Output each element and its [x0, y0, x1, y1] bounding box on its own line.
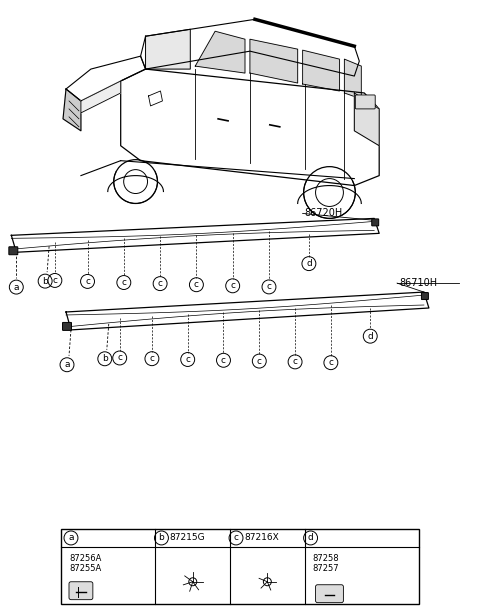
FancyBboxPatch shape	[69, 582, 93, 600]
Text: c: c	[52, 276, 58, 285]
FancyBboxPatch shape	[372, 219, 379, 226]
Text: c: c	[194, 280, 199, 289]
Text: b: b	[42, 277, 48, 285]
Text: d: d	[306, 259, 312, 268]
FancyBboxPatch shape	[9, 247, 18, 255]
Text: c: c	[234, 533, 239, 542]
Text: 87258: 87258	[312, 554, 339, 563]
Text: 86720H: 86720H	[305, 208, 343, 218]
FancyBboxPatch shape	[62, 322, 72, 330]
Text: c: c	[185, 355, 190, 364]
Polygon shape	[344, 59, 361, 99]
Text: a: a	[64, 360, 70, 369]
Text: 87256A: 87256A	[69, 554, 101, 563]
Text: c: c	[85, 277, 90, 286]
Text: 86710H: 86710H	[399, 278, 437, 288]
FancyBboxPatch shape	[355, 95, 375, 109]
Text: d: d	[367, 331, 373, 341]
Polygon shape	[250, 39, 298, 83]
FancyBboxPatch shape	[421, 293, 429, 300]
FancyBboxPatch shape	[315, 585, 343, 603]
Text: c: c	[328, 358, 334, 367]
Polygon shape	[302, 50, 339, 91]
Polygon shape	[12, 218, 379, 252]
Polygon shape	[354, 93, 379, 146]
Polygon shape	[66, 292, 429, 330]
Polygon shape	[81, 81, 120, 113]
Text: c: c	[293, 357, 298, 367]
Polygon shape	[63, 89, 81, 131]
Text: 87255A: 87255A	[69, 565, 101, 573]
Text: c: c	[149, 354, 155, 363]
Text: b: b	[102, 354, 108, 363]
Text: a: a	[68, 533, 74, 542]
Polygon shape	[120, 69, 379, 186]
Text: c: c	[266, 282, 272, 292]
Text: c: c	[121, 278, 126, 287]
Text: 87257: 87257	[312, 565, 339, 573]
FancyBboxPatch shape	[61, 529, 419, 604]
Polygon shape	[66, 56, 145, 101]
Text: c: c	[257, 357, 262, 365]
Text: b: b	[158, 533, 164, 542]
Text: 87216X: 87216X	[244, 533, 279, 542]
Polygon shape	[145, 30, 190, 69]
Polygon shape	[195, 31, 245, 73]
Text: d: d	[308, 533, 313, 542]
Text: c: c	[221, 356, 226, 365]
Text: c: c	[230, 281, 235, 290]
Text: a: a	[13, 283, 19, 292]
Text: 87215G: 87215G	[169, 533, 205, 542]
Text: c: c	[117, 354, 122, 362]
Polygon shape	[141, 19, 360, 76]
Text: c: c	[157, 279, 163, 288]
Polygon shape	[148, 91, 162, 106]
